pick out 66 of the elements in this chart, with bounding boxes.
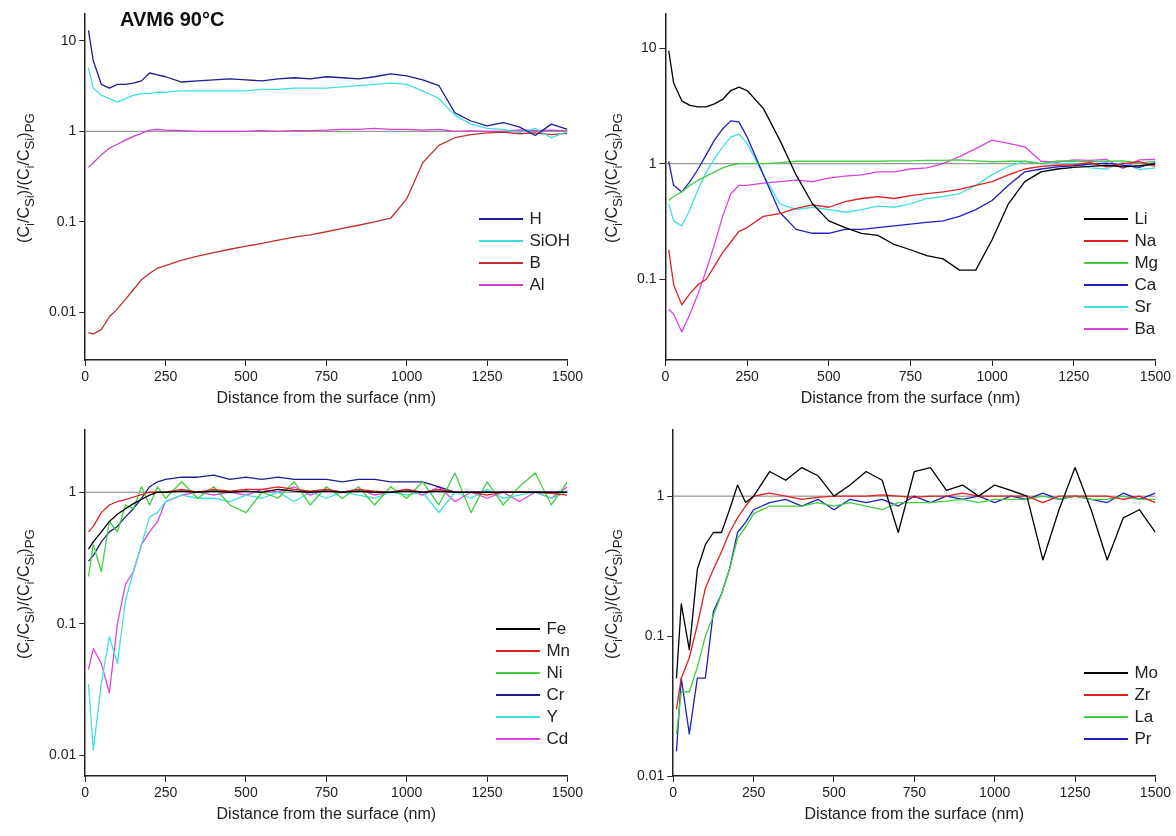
- legend-label: Pr: [1134, 729, 1152, 749]
- x-tick-label: 750: [314, 368, 339, 385]
- chart-title: AVM6 90°C: [120, 8, 225, 31]
- legend-label: Y: [546, 707, 558, 727]
- x-tick-label: 1250: [471, 784, 503, 801]
- legend-label: Mo: [1134, 663, 1158, 683]
- legend-label: Na: [1134, 231, 1157, 251]
- legend-label: Ba: [1134, 319, 1156, 339]
- x-axis-title: Distance from the surface (nm): [800, 388, 1021, 406]
- x-tick-label: 1500: [1139, 784, 1172, 801]
- x-tick-label: 1000: [391, 784, 423, 801]
- x-tick-label: 750: [902, 784, 927, 801]
- y-tick-label: 1: [68, 483, 77, 500]
- y-tick-label: 1: [656, 487, 665, 504]
- x-tick-label: 1500: [1139, 368, 1172, 385]
- y-tick-label: 10: [60, 31, 77, 48]
- x-tick-label: 0: [661, 368, 670, 385]
- x-tick-label: 0: [669, 784, 678, 801]
- x-tick-label: 250: [153, 784, 178, 801]
- y-tick-label: 10: [640, 39, 657, 56]
- legend-label: Ni: [546, 663, 563, 683]
- legend-label: H: [529, 209, 542, 229]
- legend-label: La: [1134, 707, 1154, 727]
- legend-label: Fe: [546, 619, 567, 639]
- x-tick-label: 500: [817, 368, 841, 385]
- x-tick-label: 500: [822, 784, 846, 801]
- legend-label: Cd: [546, 729, 569, 749]
- x-tick-label: 750: [898, 368, 923, 385]
- x-axis-title: Distance from the surface (nm): [216, 388, 437, 406]
- x-axis-title: Distance from the surface (nm): [216, 804, 437, 822]
- x-tick-label: 1500: [551, 784, 584, 801]
- x-tick-label: 1250: [471, 368, 503, 385]
- legend-label: Li: [1134, 209, 1148, 229]
- legend-label: Ca: [1134, 275, 1157, 295]
- legend-label: Cr: [546, 685, 565, 705]
- x-tick-label: 500: [234, 368, 258, 385]
- legend-label: Al: [529, 275, 545, 295]
- x-tick-label: 0: [81, 784, 90, 801]
- y-tick-label: 0.1: [636, 270, 657, 287]
- legend-label: Mn: [546, 641, 570, 661]
- y-tick-label: 1: [68, 122, 77, 139]
- x-tick-label: 250: [741, 784, 766, 801]
- legend-label: Zr: [1134, 685, 1151, 705]
- x-tick-label: 1500: [551, 368, 584, 385]
- y-tick-label: 0.1: [56, 614, 77, 631]
- x-tick-label: 250: [153, 368, 178, 385]
- x-tick-label: 1000: [391, 368, 423, 385]
- y-tick-label: 0.01: [637, 766, 665, 783]
- x-tick-label: 500: [234, 784, 258, 801]
- x-axis-title: Distance from the surface (nm): [804, 804, 1025, 822]
- y-tick-label: 1: [648, 154, 657, 171]
- x-tick-label: 1250: [1059, 784, 1091, 801]
- legend-label: Sr: [1134, 297, 1152, 317]
- legend-label: SiOH: [529, 231, 570, 251]
- x-tick-label: 1000: [979, 784, 1011, 801]
- y-tick-label: 0.01: [49, 746, 77, 763]
- y-tick-label: 0.1: [56, 212, 77, 229]
- x-tick-label: 250: [735, 368, 760, 385]
- legend-label: Mg: [1134, 253, 1158, 273]
- x-tick-label: 1000: [976, 368, 1008, 385]
- x-tick-label: 1250: [1058, 368, 1090, 385]
- legend-label: B: [529, 253, 541, 273]
- x-tick-label: 750: [314, 784, 339, 801]
- y-tick-label: 0.01: [49, 303, 77, 320]
- y-tick-label: 0.1: [644, 626, 665, 643]
- x-tick-label: 0: [81, 368, 90, 385]
